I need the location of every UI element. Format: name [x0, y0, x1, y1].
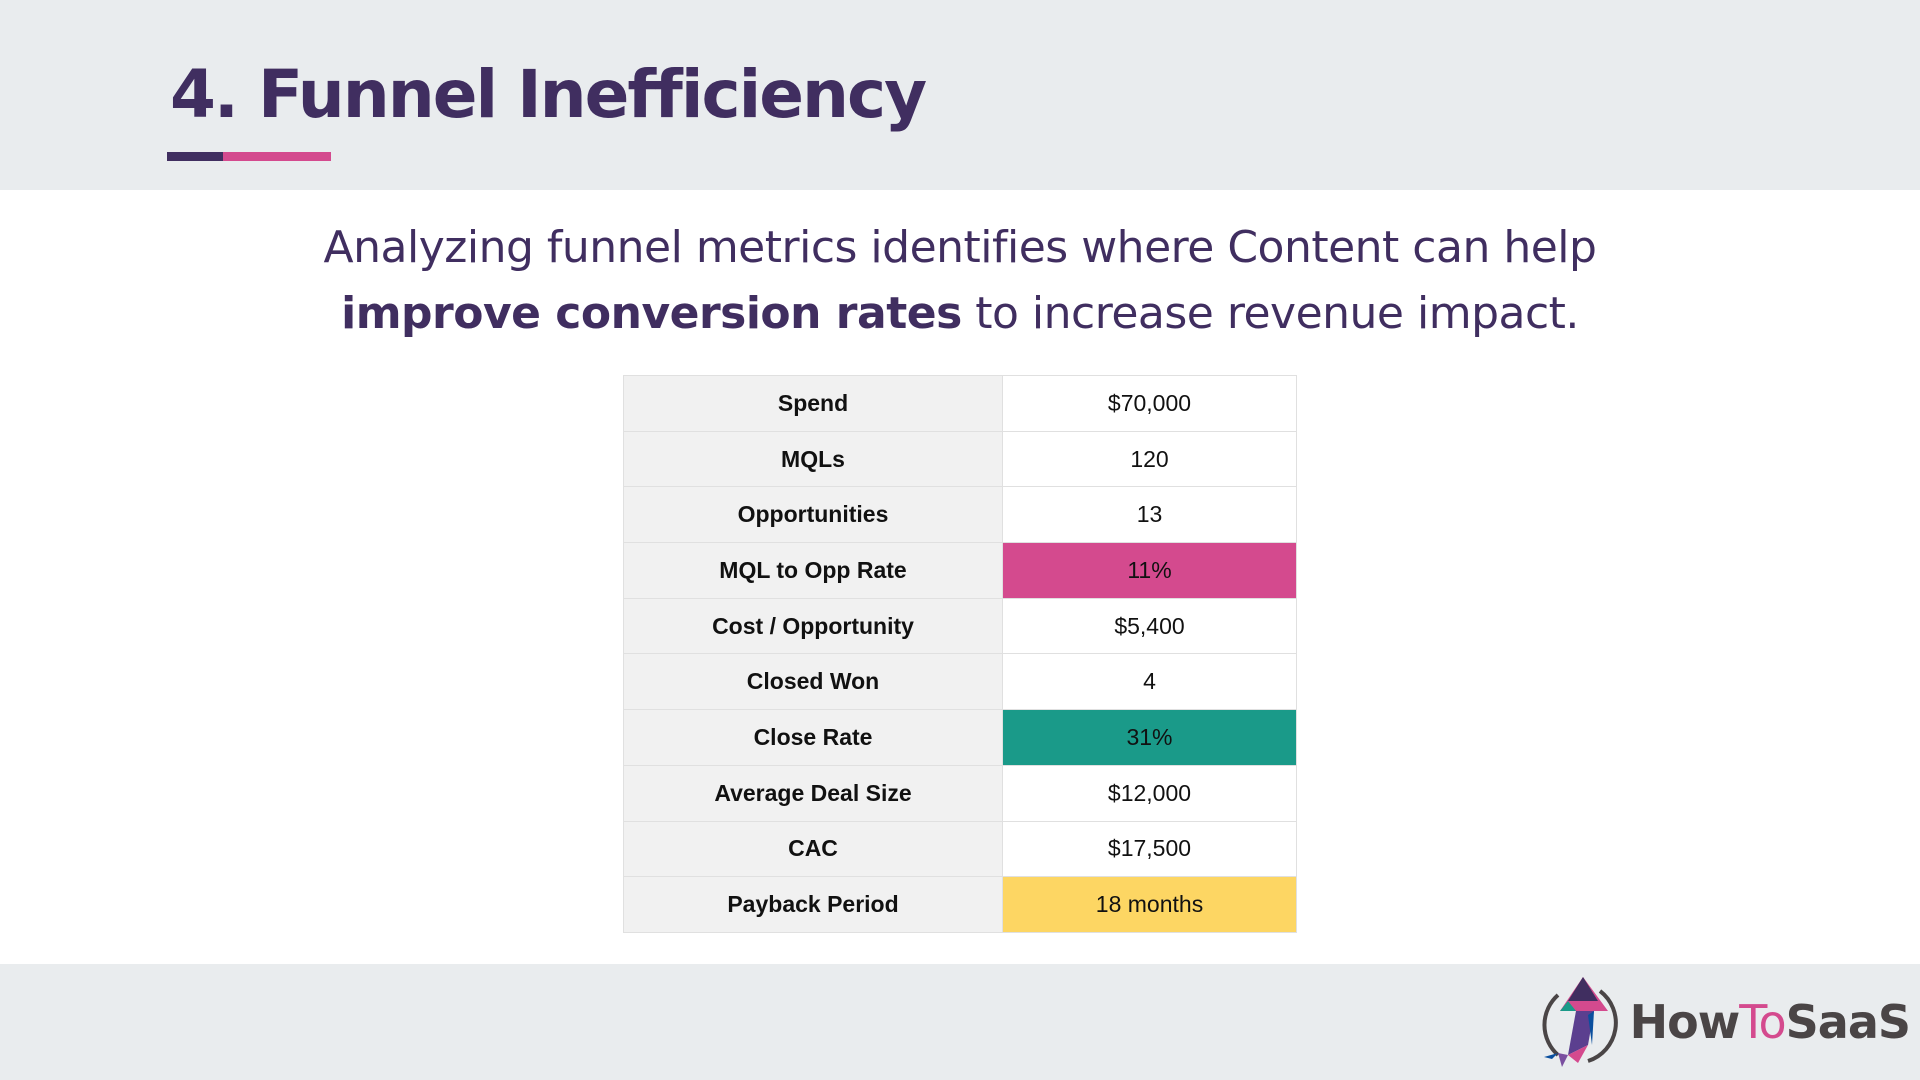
metric-label: Opportunities [623, 486, 1003, 544]
subtitle-line-2: improve conversion rates to increase rev… [0, 281, 1920, 347]
metric-value: $12,000 [1002, 764, 1297, 822]
table-row: Average Deal Size $12,000 [623, 764, 1297, 822]
table-row: Close Rate 31% [623, 709, 1297, 766]
metric-value: $5,400 [1002, 597, 1297, 655]
metric-value: $70,000 [1002, 375, 1297, 432]
page-title: 4. Funnel Inefficiency [170, 56, 927, 133]
table-row: Cost / Opportunity $5,400 [623, 597, 1297, 655]
subtitle-line-1: Analyzing funnel metrics identifies wher… [323, 222, 1597, 273]
metric-label: CAC [623, 820, 1003, 878]
rocket-arrow-icon [1542, 977, 1618, 1067]
table-row: CAC $17,500 [623, 820, 1297, 878]
metric-value: 120 [1002, 430, 1297, 488]
metric-value: 18 months [1002, 876, 1297, 933]
howtosaas-logo: HowToSaaS [1538, 975, 1911, 1069]
table-row: MQL to Opp Rate 11% [623, 542, 1297, 599]
metric-label: Spend [623, 375, 1003, 432]
metric-label: MQLs [623, 430, 1003, 488]
subtitle: Analyzing funnel metrics identifies wher… [0, 215, 1920, 347]
footer-band [0, 964, 1920, 1080]
metric-value: 4 [1002, 653, 1297, 711]
title-underline-purple [167, 152, 223, 161]
metric-value: 31% [1002, 709, 1297, 766]
table-row: MQLs 120 [623, 430, 1297, 488]
metric-label: Average Deal Size [623, 764, 1003, 822]
subtitle-bold: improve conversion rates [341, 288, 962, 339]
table-row: Opportunities 13 [623, 486, 1297, 544]
metric-label: Close Rate [623, 709, 1003, 766]
metric-value: 13 [1002, 486, 1297, 544]
metric-value: 11% [1002, 542, 1297, 599]
title-underline-pink [223, 152, 331, 161]
funnel-metrics-table: Spend $70,000 MQLs 120 Opportunities 13 MQL to… [623, 375, 1297, 933]
metric-label: Cost / Opportunity [623, 597, 1003, 655]
subtitle-rest: to increase revenue impact. [961, 288, 1579, 339]
table-row: Spend $70,000 [623, 375, 1297, 432]
table-row: Closed Won 4 [623, 653, 1297, 711]
metric-label: Payback Period [623, 876, 1003, 933]
metric-label: Closed Won [623, 653, 1003, 711]
logo-text: HowToSaaS [1629, 995, 1911, 1049]
metric-label: MQL to Opp Rate [623, 542, 1003, 599]
table-row: Payback Period 18 months [623, 876, 1297, 933]
metric-value: $17,500 [1002, 820, 1297, 878]
